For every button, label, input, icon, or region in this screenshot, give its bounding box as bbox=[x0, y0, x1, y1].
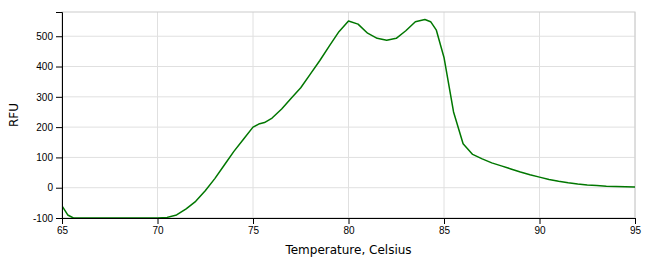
x-tick-label: 80 bbox=[343, 225, 355, 236]
grid-line-y bbox=[62, 127, 635, 128]
x-tick-mark bbox=[253, 218, 254, 224]
x-tick: 65 bbox=[57, 218, 69, 236]
x-tick: 80 bbox=[343, 218, 355, 236]
x-axis: 65 70 75 80 85 90 95 bbox=[57, 218, 642, 236]
x-axis-title: Temperature, Celsius bbox=[284, 243, 411, 257]
x-tick-mark bbox=[540, 218, 541, 224]
y-axis-line bbox=[56, 13, 63, 219]
y-tick-mark bbox=[56, 188, 62, 189]
x-tick: 85 bbox=[439, 218, 451, 236]
x-tick: 75 bbox=[248, 218, 260, 236]
y-tick-mark bbox=[56, 218, 62, 219]
y-tick-label: -100 bbox=[33, 213, 53, 224]
y-tick: 100 bbox=[36, 152, 62, 163]
grid-line-y bbox=[62, 36, 635, 37]
grid-line-x bbox=[444, 12, 445, 218]
x-tick: 95 bbox=[630, 218, 642, 236]
y-tick-mark bbox=[56, 157, 62, 158]
grid-line-x bbox=[157, 12, 158, 218]
y-tick-label: 500 bbox=[36, 31, 53, 42]
grid-line-x bbox=[348, 12, 349, 218]
grid-line-y bbox=[62, 187, 635, 188]
plot: 65 70 75 80 85 90 95 -100 0 100 200 300 400 500 bbox=[33, 12, 642, 236]
y-tick: -100 bbox=[33, 213, 62, 224]
y-tick-label: 300 bbox=[36, 92, 53, 103]
y-tick-mark bbox=[56, 97, 62, 98]
y-tick-label: 200 bbox=[36, 122, 53, 133]
x-tick-mark bbox=[444, 218, 445, 224]
y-tick-label: 100 bbox=[36, 152, 53, 163]
grid-line-y bbox=[62, 66, 635, 67]
marks bbox=[62, 20, 635, 218]
plot-frame bbox=[62, 12, 635, 218]
y-tick: 200 bbox=[36, 122, 62, 133]
y-tick-mark bbox=[56, 36, 62, 37]
y-tick: 500 bbox=[36, 31, 62, 42]
y-tick: 300 bbox=[36, 92, 62, 103]
x-tick-label: 85 bbox=[439, 225, 451, 236]
grid-line-y bbox=[62, 157, 635, 158]
x-tick-label: 70 bbox=[152, 225, 164, 236]
y-axis-title: RFU bbox=[7, 103, 21, 127]
x-axis-line bbox=[63, 219, 636, 225]
grid-line-x bbox=[253, 12, 254, 218]
grid-line-x bbox=[539, 12, 540, 218]
grid bbox=[62, 12, 635, 218]
x-tick-mark bbox=[158, 218, 159, 224]
y-tick-label: 0 bbox=[47, 182, 53, 193]
y-tick: 0 bbox=[47, 182, 62, 193]
line bbox=[62, 20, 635, 218]
y-tick-label: 400 bbox=[36, 61, 53, 72]
x-tick-label: 75 bbox=[248, 225, 260, 236]
x-tick: 90 bbox=[534, 218, 546, 236]
x-tick-mark bbox=[349, 218, 350, 224]
y-tick: 400 bbox=[36, 61, 62, 72]
y-tick-mark bbox=[56, 67, 62, 68]
x-tick: 70 bbox=[152, 218, 164, 236]
grid-line-y bbox=[62, 96, 635, 97]
chart: 65 70 75 80 85 90 95 -100 0 100 200 300 400 500 Temper… bbox=[0, 0, 653, 260]
x-tick-label: 95 bbox=[630, 225, 642, 236]
y-axis: -100 0 100 200 300 400 500 bbox=[33, 13, 63, 224]
x-tick-mark bbox=[635, 218, 636, 224]
x-tick-label: 90 bbox=[534, 225, 546, 236]
x-tick-label: 65 bbox=[57, 225, 69, 236]
y-tick-mark bbox=[56, 127, 62, 128]
